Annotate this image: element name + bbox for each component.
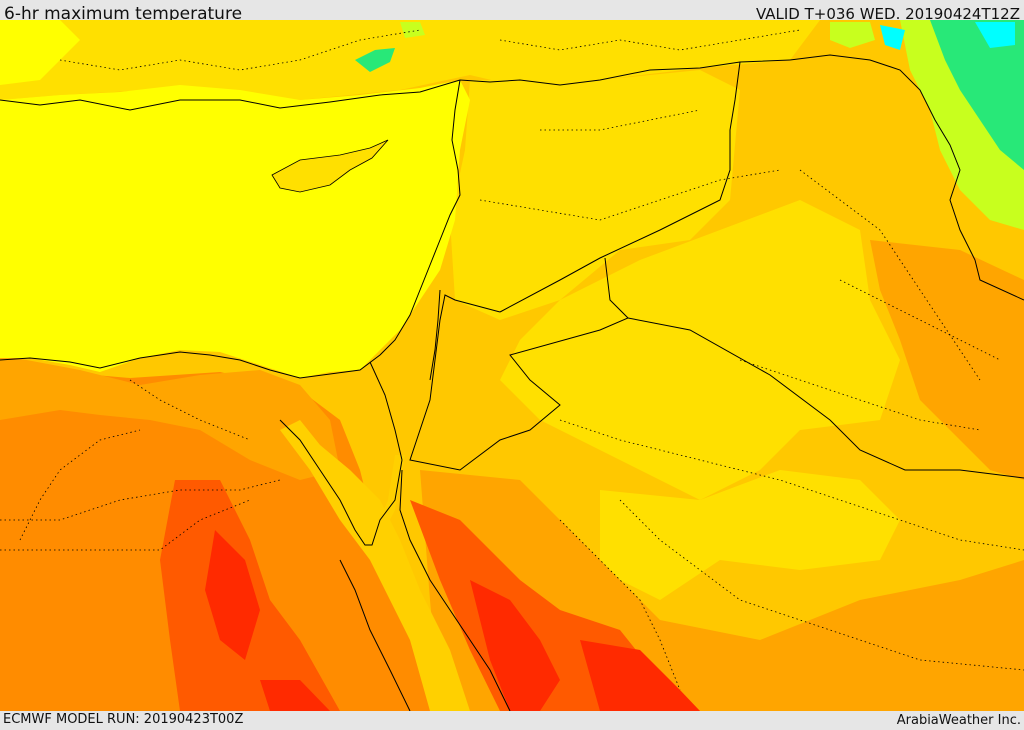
map-title: 6-hr maximum temperature: [4, 4, 243, 24]
header-bar: [0, 0, 1024, 22]
credit-label: ArabiaWeather Inc.: [896, 713, 1021, 728]
iraq-zone: [500, 200, 900, 500]
red-sea: [280, 420, 470, 711]
north-anatolia-zone: [0, 20, 820, 100]
turkey-south-coast: [0, 79, 461, 111]
highland-green: [930, 20, 1024, 170]
red-sea-east-coast: [399, 469, 511, 711]
valid-time: VALID T+036 WED. 20190424T12Z: [755, 5, 1020, 23]
cyprus: [271, 139, 389, 193]
pontic-green: [355, 48, 395, 72]
asir-red-zone: [580, 640, 700, 711]
dead-sea-line: [429, 289, 441, 381]
country-borders: [0, 54, 1024, 711]
iraq-saudi-border: [627, 317, 1024, 479]
footer-bar: [0, 711, 1024, 729]
iran-iraq-border: [789, 54, 1024, 301]
levant-coast: [139, 79, 461, 379]
egypt-coast: [0, 357, 141, 369]
nile-red-zone: [205, 530, 260, 660]
egypt-israel-border: [369, 361, 403, 461]
nile-red-zone-south: [260, 680, 330, 711]
temperature-field-map[interactable]: [0, 20, 1024, 711]
hejaz-red-zone: [470, 580, 560, 711]
egypt-coast-zone: [0, 355, 340, 480]
highland-cyan: [975, 22, 1015, 48]
syria-iraq-border: [499, 61, 741, 313]
east-yellow-green: [830, 22, 875, 48]
aegean-islands: [0, 20, 80, 85]
turkey-syria-border: [459, 59, 791, 86]
model-run-label: ECMWF MODEL RUN: 20190423T00Z: [3, 712, 244, 727]
syria-zone: [450, 70, 740, 320]
province-boundaries: [0, 29, 1024, 691]
jordan-saudi-border: [409, 257, 629, 471]
red-sea-west-coast: [339, 559, 411, 711]
pontic-yellow-green: [400, 22, 425, 38]
gulf-of-aqaba: [375, 455, 405, 535]
saudi-central-zone: [600, 470, 900, 600]
sinai-west-coast: [279, 419, 403, 546]
highland-cyan-2: [880, 25, 905, 50]
zagros-orange-zone: [870, 240, 1024, 480]
